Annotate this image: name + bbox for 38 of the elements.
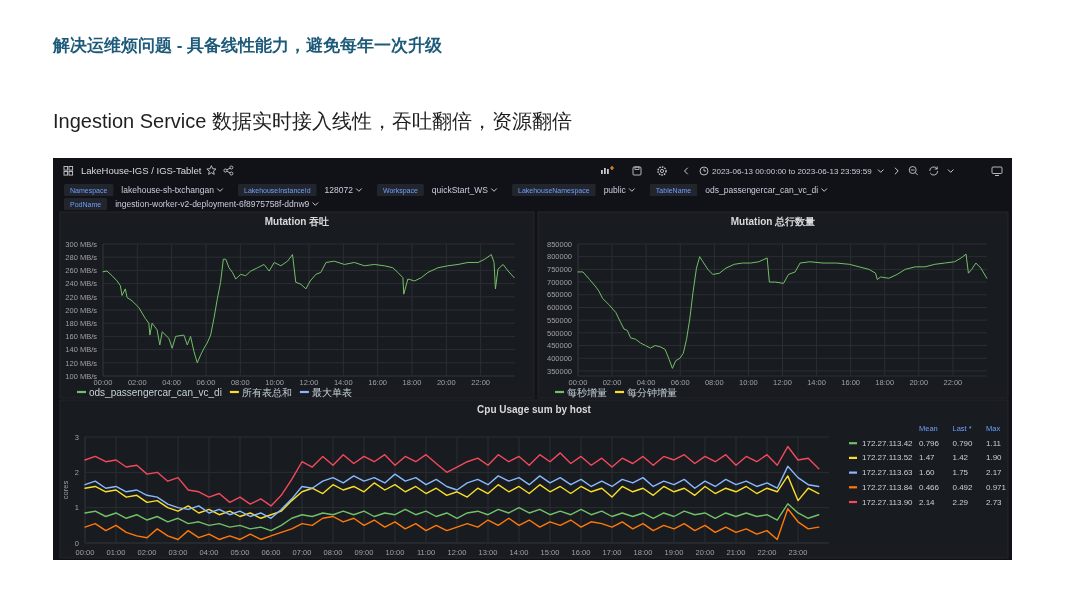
legend-stat-value: 0.790 xyxy=(952,438,973,448)
legend-label: ods_passengercar_can_vc_di xyxy=(89,386,222,398)
variable-value: ingestion-worker-v2-deployment-6f8975758f-ddnw9 xyxy=(115,199,310,209)
variable-value: quickStart_WS xyxy=(431,185,489,195)
legend-stat-value: 2.17 xyxy=(986,468,1002,478)
legend-stat-value: 2.73 xyxy=(986,497,1002,507)
legend-stat-value: 0.796 xyxy=(919,438,940,448)
legend-label: 最大单表 xyxy=(311,386,352,398)
legend-label: 172.27.113.90 xyxy=(862,497,913,507)
legend-stat-value: 0.466 xyxy=(919,482,940,492)
time-range: 2023-06-13 00:00:00 to 2023-06-13 23:59:59 xyxy=(712,166,872,176)
legend-stat-value: 1.60 xyxy=(919,468,935,478)
variable-value: public xyxy=(603,185,626,195)
chart-title: Mutation 吞吐 xyxy=(264,216,330,227)
legend-stat-value: 1.11 xyxy=(986,438,1001,448)
legend-label: 172.27.113.42 xyxy=(862,438,913,448)
variable-value: ods_passengercar_can_vc_di xyxy=(705,185,819,195)
variable-value: lakehouse-sh-txchangan xyxy=(121,185,214,195)
legend-stat-value: 1.90 xyxy=(986,453,1002,463)
legend-label: 每分钟增量 xyxy=(627,386,677,398)
slide-subtitle: Ingestion Service 数据实时接入线性，吞吐翻倍，资源翻倍 xyxy=(53,110,572,132)
legend-stat-value: 0.492 xyxy=(952,482,973,492)
legend-stat-value: 1.47 xyxy=(919,453,935,463)
legend-label: 每秒增量 xyxy=(567,386,607,398)
variable-value: 128072 xyxy=(324,185,353,195)
legend-label: 172.27.113.84 xyxy=(862,482,913,492)
chart-title: Mutation 总行数量 xyxy=(730,216,816,227)
legend-stat-value: 1.75 xyxy=(952,468,969,478)
legend-stat-value: 0.971 xyxy=(986,482,1007,492)
legend-stat-value: 1.42 xyxy=(952,453,969,463)
slide-title: 解决运维烦问题 - 具备线性能力，避免每年一次升级 xyxy=(53,36,443,55)
chart-title: Cpu Usage sum by host xyxy=(477,404,591,415)
dashboard-title: LakeHouse-IGS / IGS-Tablet xyxy=(81,165,202,176)
legend-label: 172.27.113.52 xyxy=(862,453,913,463)
legend-label: 172.27.113.63 xyxy=(862,468,913,478)
legend-label: 所有表总和 xyxy=(241,386,292,398)
legend-stat-value: 2.14 xyxy=(919,497,935,507)
legend-stat-value: 2.29 xyxy=(952,497,969,507)
